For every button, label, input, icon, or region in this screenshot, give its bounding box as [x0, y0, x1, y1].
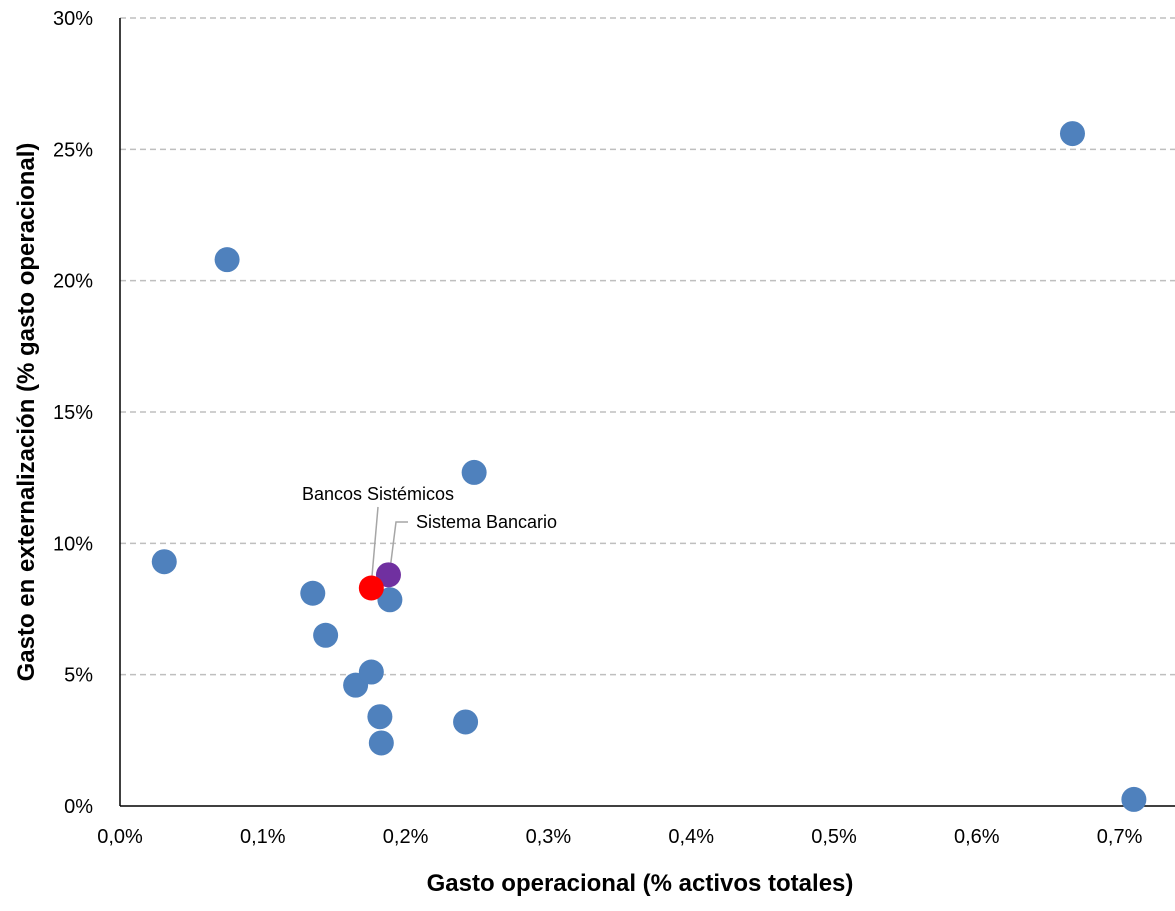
axes [119, 18, 1175, 807]
annotation-label: Bancos Sistémicos [302, 484, 454, 504]
y-axis-title: Gasto en externalización (% gasto operac… [13, 143, 40, 682]
y-tick-label: 20% [53, 271, 93, 293]
y-tick-label: 0% [64, 796, 93, 818]
data-point [358, 659, 384, 685]
x-tick-label: 0,0% [97, 826, 143, 848]
x-axis-title: Gasto operacional (% activos totales) [427, 870, 854, 897]
x-tick-label: 0,7% [1097, 826, 1143, 848]
annotation-label: Sistema Bancario [416, 512, 557, 532]
data-point [368, 730, 394, 756]
data-point-sistema-bancario [375, 562, 401, 588]
data-point [1121, 786, 1147, 812]
data-point [461, 459, 487, 485]
data-point [313, 622, 339, 648]
data-point [367, 704, 393, 730]
annotation-leader-line [389, 521, 408, 566]
annotation-leader-line [370, 506, 379, 585]
data-point [453, 709, 479, 735]
data-point [214, 247, 240, 273]
x-tick-label: 0,1% [240, 826, 286, 848]
gridlines [120, 17, 1175, 676]
data-point [300, 580, 326, 606]
x-tick-label: 0,2% [383, 826, 429, 848]
y-tick-label: 25% [53, 139, 93, 161]
y-tick-label: 30% [53, 8, 93, 30]
x-tick-labels: 0,0% 0,1% 0,2% 0,3% 0,4% 0,5% 0,6% 0,7% [97, 826, 1142, 848]
data-points [151, 121, 1147, 812]
data-point [377, 587, 403, 613]
data-point [1059, 121, 1085, 147]
annotations: Bancos Sistémicos Sistema Bancario [302, 484, 557, 532]
y-tick-label: 10% [53, 533, 93, 555]
y-tick-labels: 0% 5% 10% 15% 20% 25% 30% [53, 8, 93, 818]
x-tick-label: 0,4% [668, 826, 714, 848]
data-point-bancos-sist-micos [358, 575, 384, 601]
data-point [151, 549, 177, 575]
x-tick-label: 0,5% [811, 826, 857, 848]
y-tick-label: 5% [64, 665, 93, 687]
x-tick-label: 0,3% [526, 826, 572, 848]
x-tick-label: 0,6% [954, 826, 1000, 848]
annotation-leaders [370, 506, 408, 585]
y-tick-label: 15% [53, 402, 93, 424]
